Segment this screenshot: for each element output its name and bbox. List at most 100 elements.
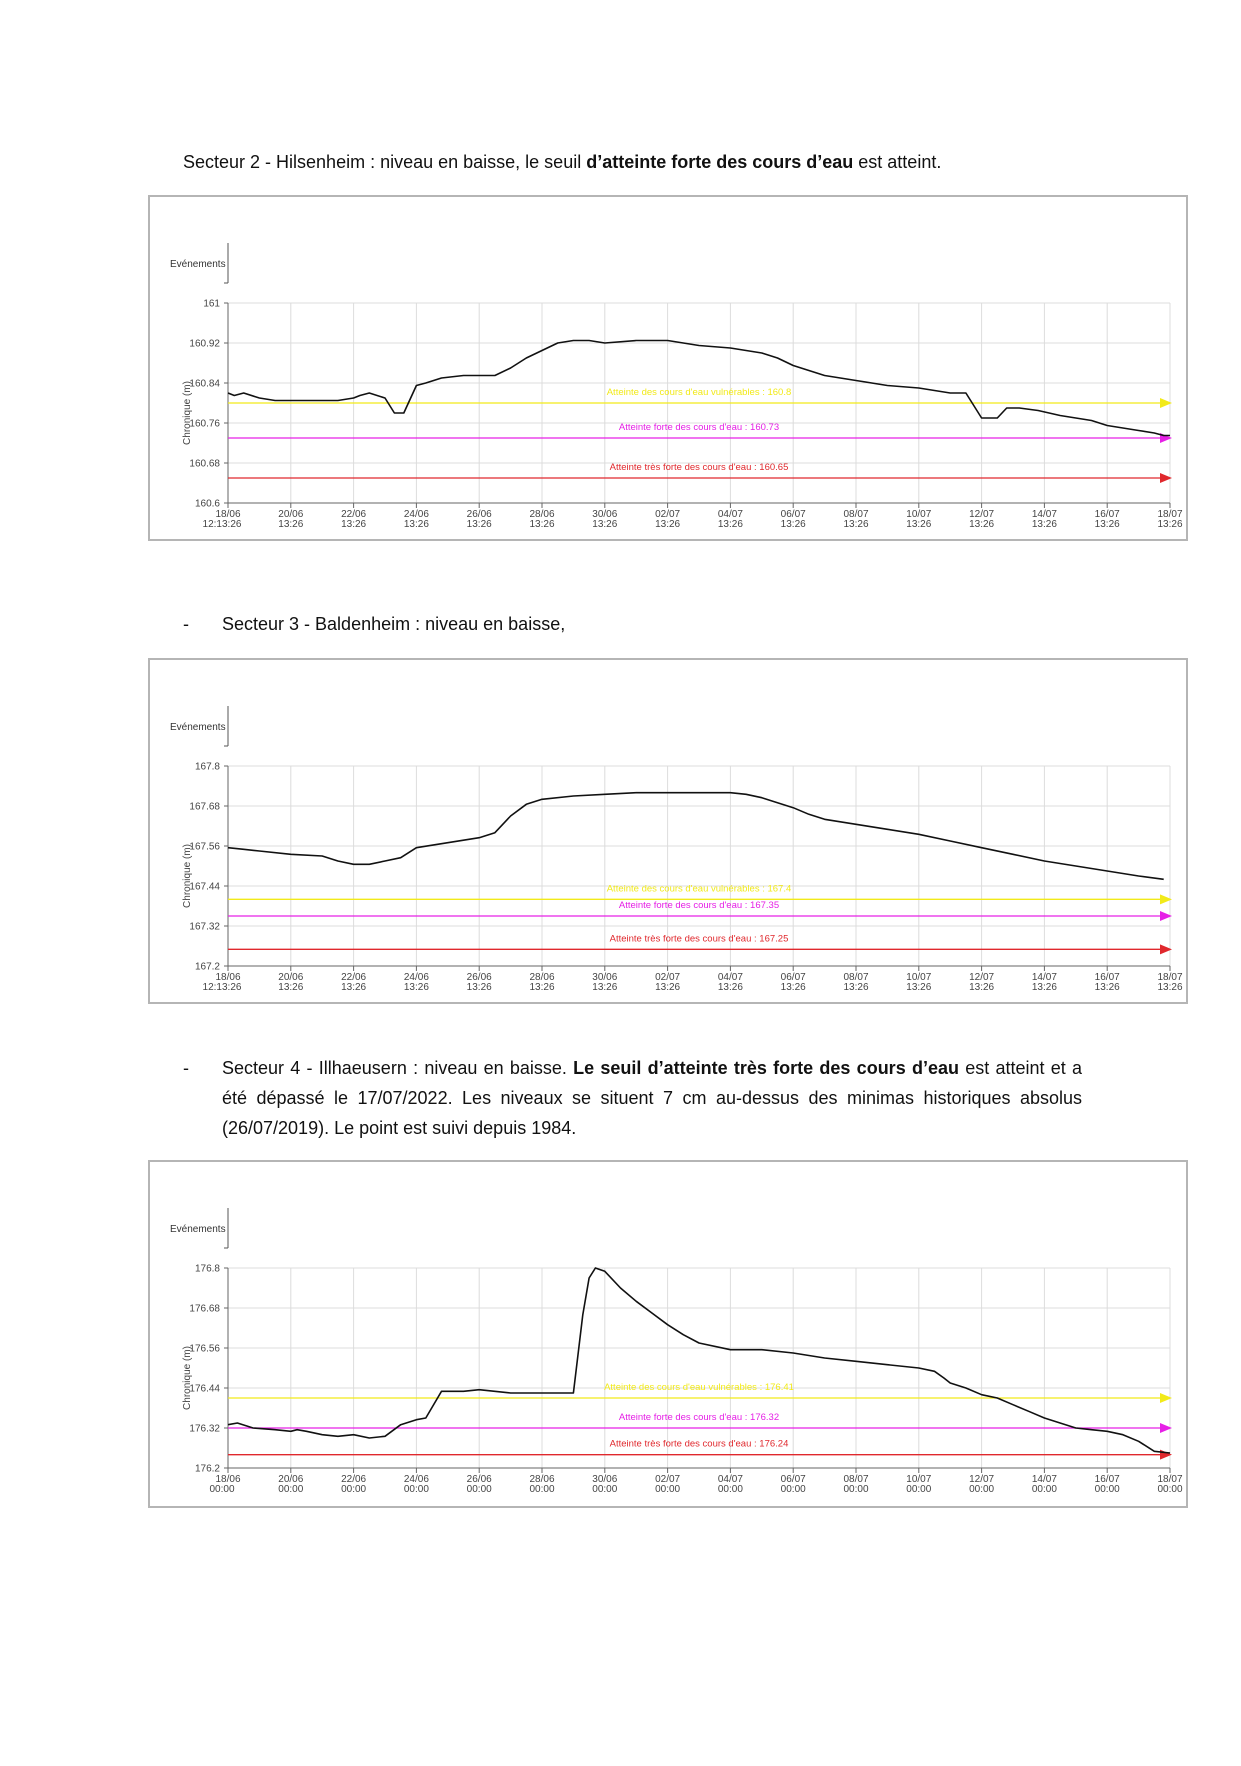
x-tick-time: 13:26: [529, 982, 554, 993]
x-tick-date: 30/06: [592, 1474, 617, 1485]
y-tick-label: 167.44: [189, 882, 220, 893]
x-tick-time: 13:26: [969, 519, 994, 530]
x-tick-time: 13:26: [1095, 519, 1120, 530]
chart-secteur-2: Evénements 161 160.92 160.84 160.76 160.68 160…: [148, 195, 1188, 541]
x-tick-date: 18/07: [1157, 509, 1182, 520]
x-tick-time: 00:00: [209, 1484, 234, 1495]
y-axis-label: Chronique (m): [182, 844, 193, 908]
x-tick-time: 13:26: [781, 519, 806, 530]
x-tick-time: 13:26: [592, 982, 617, 993]
threshold-label: Atteinte forte des cours d'eau : 160.73: [619, 422, 779, 433]
y-tick-label: 176.44: [189, 1384, 220, 1395]
s4-pre: Secteur 4 - Illhaeusern : niveau en bais…: [222, 1058, 574, 1078]
x-tick-time: 13:26: [1157, 519, 1182, 530]
x-tick-time: 13:26: [529, 519, 554, 530]
x-tick-time: 00:00: [843, 1484, 868, 1495]
chart-secteur-3: Evénements 167.8 167.68 167.56 167.44 167.32 1…: [148, 658, 1188, 1004]
x-tick-date: 14/07: [1032, 972, 1057, 983]
x-tick-date: 28/06: [529, 509, 554, 520]
x-tick-time: 00:00: [906, 1484, 931, 1495]
x-tick-date: 16/07: [1095, 509, 1120, 520]
s2-bold: d’atteinte forte des cours d’eau: [586, 152, 854, 172]
x-tick-time: 13:26: [655, 519, 680, 530]
x-tick-time: 00:00: [278, 1484, 303, 1495]
s4-post: est atteint et a été dépassé le 17/07/20…: [222, 1058, 1083, 1138]
x-tick-time: 00:00: [1032, 1484, 1057, 1495]
x-tick-date: 02/07: [655, 972, 680, 983]
x-tick-date: 26/06: [467, 509, 492, 520]
x-tick-time: 00:00: [341, 1484, 366, 1495]
x-tick-date: 18/06: [215, 1474, 240, 1485]
x-tick-date: 04/07: [718, 509, 743, 520]
x-tick-date: 28/06: [529, 972, 554, 983]
y-tick-label: 176.32: [189, 1424, 220, 1435]
x-tick-time: 13:26: [404, 982, 429, 993]
chart-svg-secteur-3: Evénements 167.8 167.68 167.56 167.44 167.32 1…: [170, 706, 1183, 993]
x-tick-date: 14/07: [1032, 509, 1057, 520]
x-tick-date: 16/07: [1095, 1474, 1120, 1485]
threshold-arrow: [1160, 911, 1172, 921]
x-tick-date: 12/07: [969, 972, 994, 983]
series-line-chronique: [227, 1267, 1171, 1454]
x-tick-date: 04/07: [718, 1474, 743, 1485]
x-tick-date: 06/07: [781, 972, 806, 983]
secteur-4-text: Secteur 4 - Illhaeusern : niveau en bais…: [222, 1053, 1082, 1143]
x-tick-time: 00:00: [969, 1484, 994, 1495]
x-tick-date: 16/07: [1095, 972, 1120, 983]
x-tick-date: 22/06: [341, 509, 366, 520]
x-tick-time: 13:26: [906, 982, 931, 993]
x-tick-date: 10/07: [906, 509, 931, 520]
series-line-chronique: [227, 791, 1164, 881]
y-tick-label: 160.92: [189, 339, 220, 350]
x-tick-time: 13:26: [843, 982, 868, 993]
y-axis-label: Chronique (m): [182, 381, 193, 445]
secteur-3-text: Secteur 3 - Baldenheim : niveau en baiss…: [222, 614, 566, 634]
x-tick-date: 30/06: [592, 509, 617, 520]
threshold-arrow: [1160, 944, 1172, 955]
y-tick-label: 160.84: [189, 379, 220, 390]
threshold-label: Atteinte des cours d'eau vulnérables : 1…: [607, 387, 792, 398]
y-tick-label: 160.76: [189, 419, 220, 430]
x-tick-time: 13:26: [1157, 982, 1182, 993]
s4-bold: Le seuil d’atteinte très forte des cours…: [573, 1058, 959, 1078]
y-tick-label: 161: [203, 299, 220, 310]
legend-label-evenements: Evénements: [170, 722, 226, 733]
threshold-arrow: [1160, 398, 1172, 408]
x-tick-time: 13:26: [592, 519, 617, 530]
x-tick-time: 13:26: [718, 519, 743, 530]
x-tick-time: 00:00: [467, 1484, 492, 1495]
threshold-arrow: [1160, 1423, 1172, 1433]
x-tick-time: 00:00: [1157, 1484, 1182, 1495]
y-tick-label: 160.6: [195, 499, 220, 510]
x-tick-time: 13:26: [1032, 982, 1057, 993]
x-tick-time: 12:13:26: [203, 982, 242, 993]
threshold-label: Atteinte très forte des cours d'eau : 16…: [610, 462, 789, 473]
x-tick-date: 18/06: [215, 972, 240, 983]
x-tick-time: 13:26: [341, 519, 366, 530]
x-tick-time: 00:00: [781, 1484, 806, 1495]
legend-label-evenements: Evénements: [170, 1224, 226, 1235]
x-tick-date: 10/07: [906, 972, 931, 983]
x-tick-time: 13:26: [278, 519, 303, 530]
x-tick-date: 26/06: [467, 1474, 492, 1485]
x-tick-date: 22/06: [341, 972, 366, 983]
x-tick-date: 18/07: [1157, 972, 1182, 983]
s2-post: est atteint.: [853, 152, 942, 172]
x-tick-time: 13:26: [341, 982, 366, 993]
threshold-label: Atteinte très forte des cours d'eau : 16…: [610, 933, 789, 944]
x-tick-time: 12:13:26: [203, 519, 242, 530]
x-tick-time: 00:00: [404, 1484, 429, 1495]
y-tick-label: 176.56: [189, 1344, 220, 1355]
x-tick-date: 02/07: [655, 1474, 680, 1485]
x-tick-date: 26/06: [467, 972, 492, 983]
threshold-arrow: [1160, 894, 1172, 905]
y-axis-label: Chronique (m): [182, 1346, 193, 1410]
x-tick-date: 22/06: [341, 1474, 366, 1485]
threshold-label: Atteinte très forte des cours d'eau : 17…: [610, 1439, 789, 1450]
bullet-dash-s4: -: [183, 1058, 189, 1078]
x-tick-date: 06/07: [781, 509, 806, 520]
x-tick-time: 13:26: [278, 982, 303, 993]
y-tick-label: 176.8: [195, 1264, 220, 1275]
x-tick-time: 13:26: [467, 519, 492, 530]
x-tick-date: 06/07: [781, 1474, 806, 1485]
